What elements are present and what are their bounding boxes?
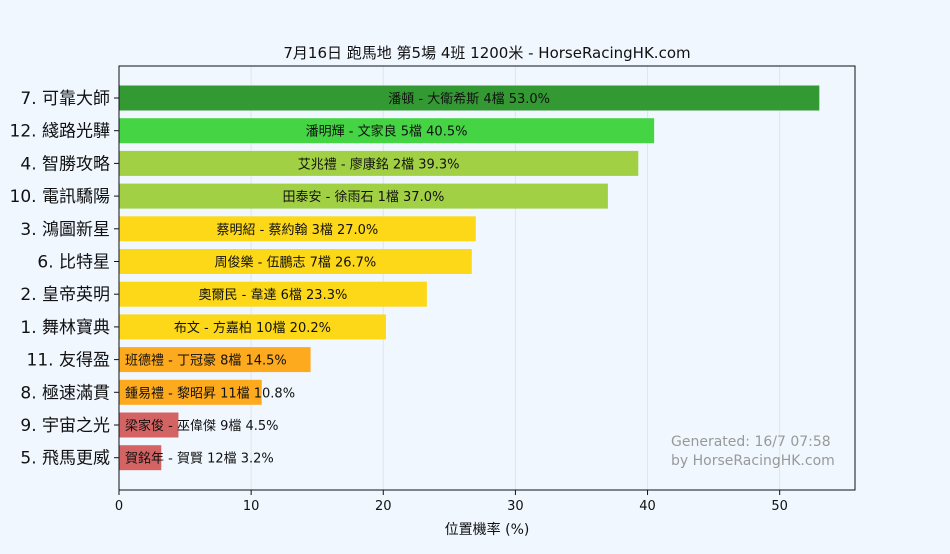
bar-label: 奧爾民 - 韋達 6檔 23.3% xyxy=(199,288,348,303)
bar-label: 周俊樂 - 伍鵬志 7檔 26.7% xyxy=(215,255,377,271)
bars xyxy=(119,85,820,471)
y-tick-label: 6. 比特星 xyxy=(37,253,110,273)
x-tick-labels: 0 10 20 30 40 50 xyxy=(115,490,788,514)
y-tick-labels: 7. 可靠大師 12. 綫路光驊 4. 智勝攻略 10. 電訊驕陽 3. 鴻圖新星 6. … xyxy=(10,89,119,469)
chart-title: 7月16日 跑馬地 第5場 4班 1200米 - HorseRacingHK.c… xyxy=(283,44,690,62)
y-tick-label: 9. 宇宙之光 xyxy=(20,416,110,436)
bar xyxy=(119,216,476,242)
bar xyxy=(119,118,655,144)
y-tick-label: 5. 飛馬更威 xyxy=(20,449,110,469)
bar xyxy=(119,183,608,209)
bar xyxy=(119,249,472,274)
x-tick-label: 40 xyxy=(639,499,656,514)
x-tick-label: 20 xyxy=(375,499,392,514)
bar-label: 班德禮 - 丁冠豪 8檔 14.5% xyxy=(125,353,287,369)
bar xyxy=(119,314,386,340)
y-tick-label: 12. 綫路光驊 xyxy=(10,122,110,142)
y-tick-label: 7. 可靠大師 xyxy=(20,89,110,109)
bar-label: 潘頓 - 大衛希斯 4檔 53.0% xyxy=(388,92,550,107)
y-tick-label: 2. 皇帝英明 xyxy=(20,285,110,305)
x-tick-label: 10 xyxy=(243,499,260,514)
bar-label: 賀銘年 - 賀賢 12檔 3.2% xyxy=(125,452,274,467)
y-tick-label: 8. 極速滿貫 xyxy=(20,383,110,403)
y-tick-label: 10. 電訊驕陽 xyxy=(10,187,110,207)
bar-label: 潘明輝 - 文家良 5檔 40.5% xyxy=(306,124,468,140)
bar xyxy=(119,85,820,111)
x-tick-label: 50 xyxy=(771,499,788,514)
y-tick-label: 11. 友得盈 xyxy=(27,351,110,371)
bar xyxy=(119,150,639,176)
y-tick-label: 4. 智勝攻略 xyxy=(20,154,110,174)
bar xyxy=(119,347,311,373)
bar xyxy=(119,281,427,307)
bar xyxy=(119,379,262,405)
bar-labels: 潘頓 - 大衛希斯 4檔 53.0% 潘明輝 - 文家良 5檔 40.5% 艾兆禮 … xyxy=(125,92,550,467)
bar-label: 艾兆禮 - 廖康銘 2檔 39.3% xyxy=(298,156,460,172)
bar-label: 梁家俊 - 巫偉傑 9檔 4.5% xyxy=(125,418,279,434)
bar xyxy=(119,412,179,438)
annotation-line-1: Generated: 16/7 07:58 xyxy=(671,434,831,450)
bar-label: 蔡明紹 - 蔡約翰 3檔 27.0% xyxy=(216,223,378,238)
annotation-line-2: by HorseRacingHK.com xyxy=(671,453,835,469)
bar xyxy=(119,445,162,471)
plot-area-frame xyxy=(118,65,856,491)
x-tick-label: 30 xyxy=(507,499,524,514)
x-axis-label: 位置機率 (%) xyxy=(445,521,530,538)
y-tick-label: 1. 舞林寶典 xyxy=(20,317,110,338)
bar-label: 鍾易禮 - 黎昭昇 11檔 10.8% xyxy=(125,386,295,401)
bar-label: 布文 - 方嘉柏 10檔 20.2% xyxy=(174,320,331,336)
bar-label: 田泰安 - 徐雨石 1檔 37.0% xyxy=(283,190,445,205)
x-tick-label: 0 xyxy=(115,499,123,514)
y-tick-label: 3. 鴻圖新星 xyxy=(20,220,110,240)
